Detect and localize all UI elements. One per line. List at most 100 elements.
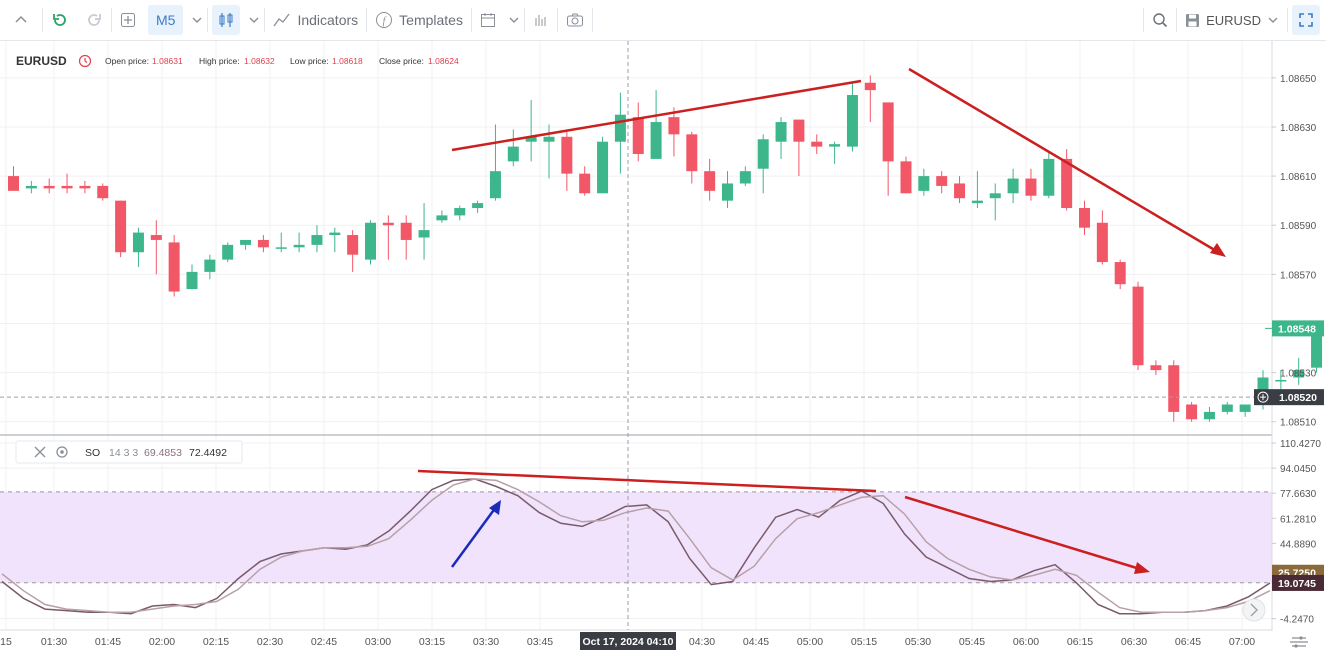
time-tick-label: 01:45 — [95, 636, 121, 648]
calendar-icon — [480, 13, 495, 27]
screenshot-button[interactable] — [558, 0, 592, 41]
oscillator-params: 14 3 3 — [109, 447, 138, 459]
search-button[interactable] — [1144, 0, 1176, 41]
oscillator-tick-label: 44.8890 — [1280, 539, 1317, 550]
plus-icon — [1260, 394, 1266, 401]
toolbar: M5 Indicators f Templates EURUSD — [0, 0, 1326, 41]
collapse-button[interactable] — [0, 0, 42, 41]
time-axis[interactable]: 15 01:30 01:45 02:00 02:15 02:30 02:45 03:00 03:… — [0, 632, 1255, 650]
chart-type-button[interactable] — [212, 5, 241, 35]
candle-body — [382, 222, 394, 226]
price-tick-label: 1.08630 — [1280, 123, 1317, 134]
candle-body — [1025, 178, 1037, 196]
price-axis[interactable]: 1.08650 1.08630 1.08610 1.08590 1.08570 1.085… — [1254, 74, 1324, 429]
indicators-label: Indicators — [297, 12, 359, 28]
candle-body — [632, 117, 644, 154]
oscillator-axis[interactable]: 110.4270 94.0450 77.6630 61.2810 44.8890 -4.2… — [1272, 439, 1324, 626]
close-value: 1.08624 — [428, 56, 459, 66]
candle-body — [293, 244, 305, 248]
candle-body — [1186, 404, 1198, 420]
open-label: Open price: — [105, 56, 149, 66]
fullscreen-button[interactable] — [1292, 5, 1320, 35]
interval-dropdown[interactable] — [187, 0, 207, 41]
candle-body — [1150, 365, 1162, 371]
candle-body — [311, 235, 323, 245]
price-trendline — [451, 79, 862, 152]
candle-body — [1168, 365, 1180, 412]
high-label: High price: — [199, 56, 240, 66]
candle-body — [936, 176, 948, 186]
oscillator-trendline — [417, 469, 877, 493]
legend-symbol: EURUSD — [16, 54, 67, 68]
crosshair-price-tag — [1254, 389, 1324, 406]
redo-button[interactable] — [77, 0, 111, 41]
candles-icon — [219, 13, 233, 27]
chevron-right-icon — [1250, 603, 1258, 617]
candle-body — [507, 146, 519, 162]
time-tick-label: 03:00 — [365, 636, 391, 648]
candle-body — [454, 208, 466, 216]
candle-body — [25, 185, 37, 189]
close-label: Close price: — [379, 56, 424, 66]
candle-body — [525, 136, 537, 142]
candle-body — [1079, 208, 1090, 228]
candle-body — [668, 117, 680, 135]
divider — [470, 8, 472, 32]
candle-body — [543, 136, 555, 142]
candle-body — [971, 200, 983, 204]
candle-body — [614, 114, 626, 142]
current-price-label: 1.08548 — [1278, 323, 1316, 335]
candle-body — [329, 232, 341, 236]
crosshair-plus-icon[interactable] — [1257, 391, 1269, 403]
indicators-button[interactable]: Indicators — [265, 0, 366, 41]
interval-button[interactable]: M5 — [148, 5, 184, 35]
time-tick-label: 05:00 — [797, 636, 823, 648]
templates-button[interactable]: f Templates — [367, 0, 471, 41]
time-tick-label: 03:15 — [419, 636, 445, 648]
candle-body — [61, 185, 73, 189]
candle-body — [1221, 404, 1233, 412]
candle-body — [1293, 370, 1305, 378]
scroll-right-button[interactable] — [1242, 598, 1266, 622]
oscillator-d-value: 72.4492 — [189, 447, 227, 459]
candle-body — [579, 173, 591, 194]
oscillator-tick-label: 61.2810 — [1280, 514, 1317, 525]
oscillator-tick-label: 77.6630 — [1280, 489, 1317, 500]
time-tick-label: 01:30 — [41, 636, 67, 648]
undo-icon — [53, 14, 66, 26]
settings-gear-icon[interactable] — [56, 446, 68, 458]
candle-body — [882, 102, 894, 162]
interval-label: M5 — [156, 12, 176, 28]
divider — [1143, 8, 1145, 32]
time-tick-label: 02:15 — [203, 636, 229, 648]
candle-body — [704, 171, 716, 191]
close-icon[interactable] — [34, 446, 46, 458]
candle-body — [1203, 411, 1215, 420]
candle-body — [1007, 178, 1019, 194]
candle-body — [150, 235, 162, 240]
current-price-tag — [1272, 320, 1324, 337]
plus-square-icon — [121, 13, 135, 27]
candle-body — [365, 222, 376, 260]
candle-body — [418, 230, 430, 238]
price-tick-label: 1.08510 — [1280, 418, 1317, 429]
chart-type-dropdown[interactable] — [244, 0, 264, 41]
calendar-dropdown[interactable] — [504, 0, 524, 41]
time-tick-label: 06:30 — [1121, 636, 1147, 648]
time-tick-label: 04:45 — [743, 636, 769, 648]
chevron-down-icon — [509, 17, 519, 23]
calendar-button[interactable] — [472, 0, 504, 41]
oscillator-tick-label: 94.0450 — [1280, 464, 1317, 475]
add-chart-button[interactable] — [112, 0, 144, 41]
undo-button[interactable] — [43, 0, 77, 41]
candle-body — [1043, 158, 1055, 196]
chevron-down-icon — [1268, 17, 1278, 23]
compare-button[interactable] — [525, 0, 557, 41]
symbol-selector[interactable]: EURUSD — [1177, 0, 1287, 41]
axis-settings-icon[interactable] — [1290, 636, 1308, 648]
price-down-arrow — [908, 67, 1219, 254]
function-icon: f — [376, 12, 393, 28]
candle-body — [1132, 286, 1144, 366]
time-tick-label: 03:45 — [527, 636, 553, 648]
chart-area[interactable]: 1.08650 1.08630 1.08610 1.08590 1.08570 1.085… — [0, 41, 1326, 657]
